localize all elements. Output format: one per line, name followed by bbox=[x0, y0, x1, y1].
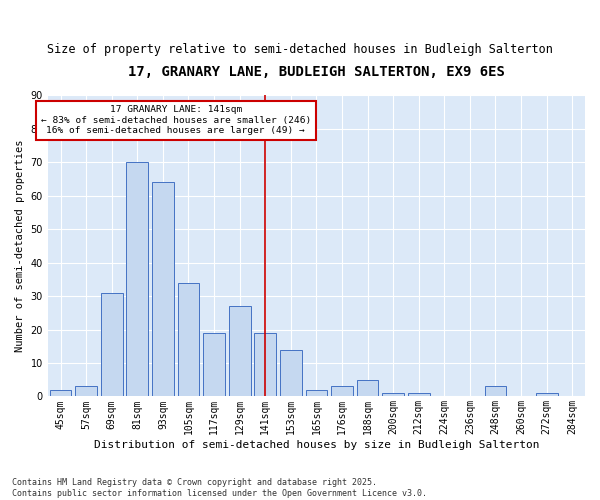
Y-axis label: Number of semi-detached properties: Number of semi-detached properties bbox=[15, 140, 25, 352]
Bar bbox=[280, 350, 302, 397]
Text: 17 GRANARY LANE: 141sqm
← 83% of semi-detached houses are smaller (246)
16% of s: 17 GRANARY LANE: 141sqm ← 83% of semi-de… bbox=[41, 106, 311, 136]
Text: Size of property relative to semi-detached houses in Budleigh Salterton: Size of property relative to semi-detach… bbox=[47, 42, 553, 56]
Bar bbox=[178, 282, 199, 397]
Bar bbox=[536, 393, 557, 396]
Bar bbox=[305, 390, 327, 396]
Bar bbox=[254, 333, 276, 396]
Bar bbox=[75, 386, 97, 396]
Bar bbox=[331, 386, 353, 396]
Bar bbox=[101, 292, 122, 397]
X-axis label: Distribution of semi-detached houses by size in Budleigh Salterton: Distribution of semi-detached houses by … bbox=[94, 440, 539, 450]
Text: Contains HM Land Registry data © Crown copyright and database right 2025.
Contai: Contains HM Land Registry data © Crown c… bbox=[12, 478, 427, 498]
Bar bbox=[203, 333, 225, 396]
Bar bbox=[229, 306, 251, 396]
Bar bbox=[127, 162, 148, 396]
Bar bbox=[356, 380, 379, 396]
Bar bbox=[485, 386, 506, 396]
Bar bbox=[152, 182, 174, 396]
Title: 17, GRANARY LANE, BUDLEIGH SALTERTON, EX9 6ES: 17, GRANARY LANE, BUDLEIGH SALTERTON, EX… bbox=[128, 65, 505, 79]
Bar bbox=[50, 390, 71, 396]
Bar bbox=[382, 393, 404, 396]
Bar bbox=[408, 393, 430, 396]
